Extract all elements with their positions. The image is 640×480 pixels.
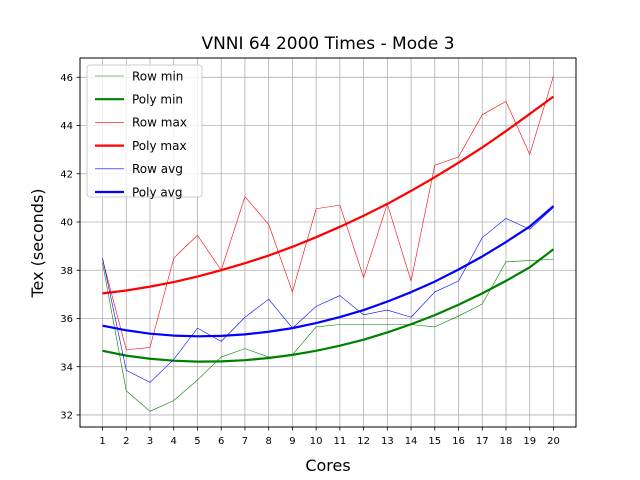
- x-tick-label: 17: [476, 436, 489, 447]
- series-line-row-min: [102, 259, 554, 412]
- x-tick-label: 15: [428, 436, 441, 447]
- legend-label: Poly min: [132, 93, 183, 107]
- x-tick-label: 4: [171, 436, 177, 447]
- chart-title: VNNI 64 2000 Times - Mode 3: [201, 34, 454, 54]
- x-tick-label: 10: [310, 436, 323, 447]
- x-tick-label: 3: [147, 436, 153, 447]
- x-tick-label: 12: [357, 436, 370, 447]
- series-line-row-max: [102, 76, 554, 351]
- x-axis: 1 2 3 4 5 6 7 8 9 10 11 12 13 14 15 16 17 18 19 20: [99, 427, 560, 447]
- legend-label: Row min: [132, 69, 183, 83]
- y-tick-label: 36: [60, 314, 73, 325]
- plot-frame: [79, 57, 577, 428]
- legend-label: Row avg: [132, 162, 183, 176]
- x-tick-label: 20: [547, 436, 560, 447]
- series-line-row-avg: [102, 207, 554, 383]
- legend: Row min Poly min Row max Poly max Row avg Pol…: [86, 64, 203, 199]
- x-tick-label: 6: [218, 436, 224, 447]
- x-tick-label: 19: [523, 436, 536, 447]
- x-tick-label: 16: [452, 436, 465, 447]
- legend-label: Poly avg: [132, 185, 182, 199]
- legend-label: Row max: [132, 116, 187, 130]
- x-axis-label: Cores: [305, 456, 350, 475]
- y-tick-label: 40: [60, 218, 73, 229]
- x-tick-label: 18: [500, 436, 513, 447]
- series-group: [102, 76, 555, 412]
- series-line-poly-max: [102, 95, 555, 295]
- x-tick-label: 5: [194, 436, 200, 447]
- x-tick-label: 8: [265, 436, 271, 447]
- x-tick-label: 1: [99, 436, 105, 447]
- legend-box: [86, 64, 203, 198]
- legend-label: Poly max: [132, 139, 187, 153]
- series-line-poly-min: [102, 248, 555, 363]
- y-tick-label: 46: [60, 73, 73, 84]
- x-tick-label: 11: [333, 436, 346, 447]
- y-tick-label: 32: [60, 411, 73, 422]
- y-tick-label: 42: [60, 169, 73, 180]
- y-axis: 32 34 36 38 40 42 44 46: [60, 73, 80, 422]
- series-line-poly-avg: [102, 205, 555, 338]
- y-tick-label: 38: [60, 266, 73, 277]
- y-axis-label: Tex (seconds): [28, 188, 47, 298]
- y-tick-label: 34: [60, 362, 73, 373]
- x-tick-label: 13: [381, 436, 394, 447]
- y-tick-label: 44: [60, 121, 73, 132]
- x-tick-label: 7: [242, 436, 248, 447]
- x-tick-label: 14: [405, 436, 418, 447]
- x-tick-label: 9: [289, 436, 295, 447]
- x-tick-label: 2: [123, 436, 129, 447]
